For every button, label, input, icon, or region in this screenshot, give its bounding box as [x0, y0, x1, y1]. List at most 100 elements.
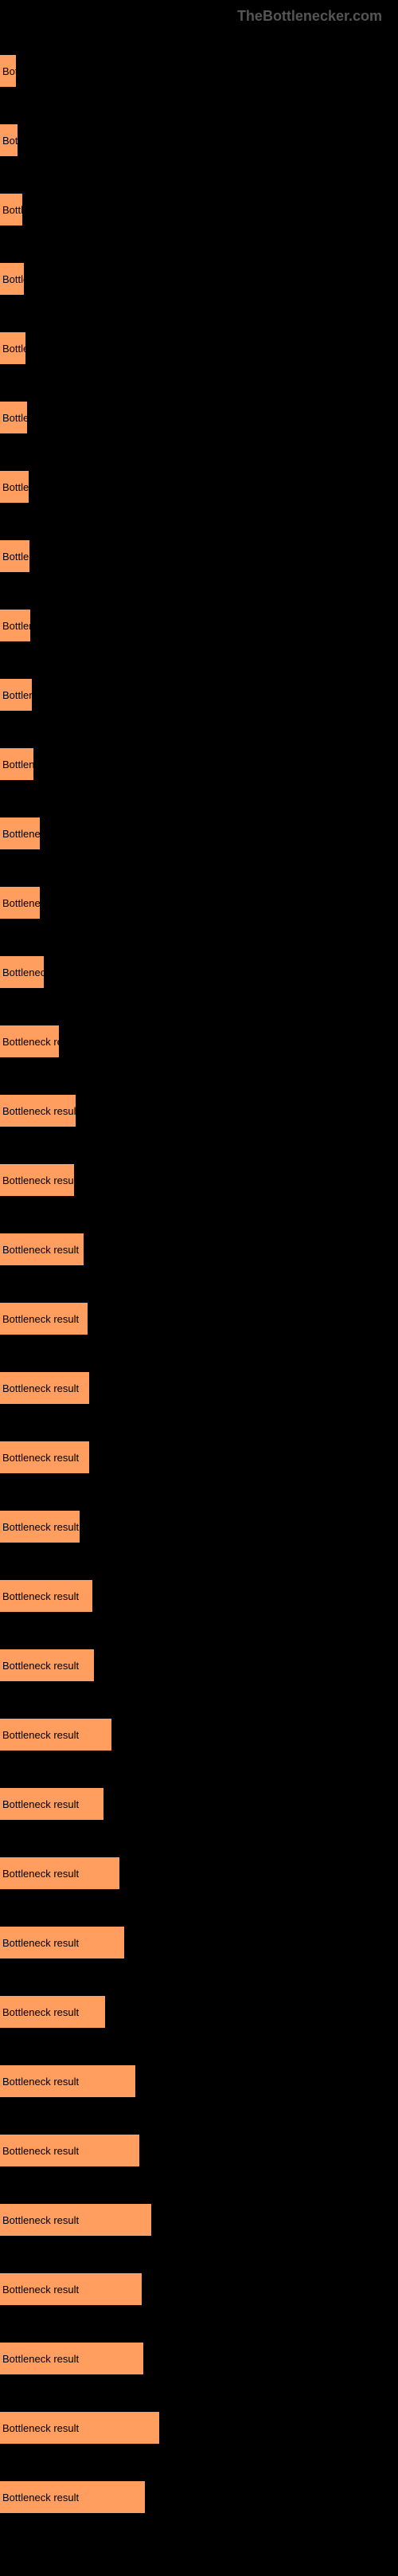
bar: Bottleneck result: [0, 1303, 88, 1335]
bar-row: Bottleneck result: [0, 2328, 390, 2388]
bar-label: Bottleneck result: [2, 689, 32, 701]
horizontal-bar-chart: Bottleneck result Bottleneck result Bottle…: [0, 25, 398, 2544]
bar-row: Bottleneck result: [0, 665, 390, 724]
bar-label: Bottleneck result: [2, 481, 29, 493]
bar-row: Bottleneck result: [0, 1982, 390, 2041]
bar-row: Bottleneck result: [0, 41, 390, 100]
bar: Bottleneck result: [0, 1164, 74, 1196]
bar-label: Bottleneck result: [2, 1313, 79, 1325]
bar-row: Bottleneck result: [0, 2467, 390, 2527]
bar-label: Bottleneck result: [2, 204, 22, 216]
bar-row: Bottleneck result: [0, 1427, 390, 1487]
bar: Bottleneck result: [0, 55, 16, 87]
bar: Bottleneck result: [0, 956, 44, 988]
bar: Bottleneck result: [0, 402, 27, 433]
bar-label: Bottleneck result: [2, 1382, 79, 1394]
bar-row: Bottleneck result: [0, 1843, 390, 1903]
bar-label: Bottleneck result: [2, 65, 16, 77]
bar: Bottleneck result: [0, 124, 18, 156]
bar-label: Bottleneck result: [2, 1452, 79, 1464]
bar: Bottleneck result: [0, 1788, 103, 1820]
bar-label: Bottleneck result: [2, 1036, 59, 1048]
bar-row: Bottleneck result: [0, 1566, 390, 1625]
watermark-text: TheBottlenecker.com: [0, 0, 398, 25]
bar: Bottleneck result: [0, 1233, 84, 1265]
bar-label: Bottleneck result: [2, 273, 24, 285]
bar: Bottleneck result: [0, 1996, 105, 2028]
bar-row: Bottleneck result: [0, 1912, 390, 1972]
bar-label: Bottleneck result: [2, 1729, 79, 1741]
bar: Bottleneck result: [0, 2343, 143, 2374]
bar-row: Bottleneck result: [0, 1011, 390, 1071]
bar: Bottleneck result: [0, 1511, 80, 1543]
bar-label: Bottleneck result: [2, 1244, 79, 1256]
bar: Bottleneck result: [0, 263, 24, 295]
bar-label: Bottleneck result: [2, 828, 40, 840]
bar-label: Bottleneck result: [2, 412, 27, 424]
bar-label: Bottleneck result: [2, 1105, 76, 1117]
bar-row: Bottleneck result: [0, 1496, 390, 1556]
bar-row: Bottleneck result: [0, 457, 390, 516]
bar: Bottleneck result: [0, 817, 40, 849]
bar-label: Bottleneck result: [2, 1937, 79, 1949]
bar-row: Bottleneck result: [0, 1774, 390, 1833]
bar-label: Bottleneck result: [2, 1521, 79, 1533]
bar-row: Bottleneck result: [0, 387, 390, 447]
bar: Bottleneck result: [0, 1441, 89, 1473]
bar-label: Bottleneck result: [2, 1174, 74, 1186]
bar: Bottleneck result: [0, 1025, 59, 1057]
bar: Bottleneck result: [0, 2481, 145, 2513]
bar-label: Bottleneck result: [2, 2145, 79, 2157]
bar: Bottleneck result: [0, 1372, 89, 1404]
bar-label: Bottleneck result: [2, 2492, 79, 2503]
bar: Bottleneck result: [0, 1649, 94, 1681]
bar-row: Bottleneck result: [0, 526, 390, 586]
bar-row: Bottleneck result: [0, 179, 390, 239]
bar-label: Bottleneck result: [2, 1868, 79, 1880]
bar-row: Bottleneck result: [0, 1358, 390, 1417]
bar-row: Bottleneck result: [0, 2051, 390, 2111]
bar-row: Bottleneck result: [0, 2259, 390, 2319]
bar-row: Bottleneck result: [0, 249, 390, 308]
bar: Bottleneck result: [0, 2273, 142, 2305]
bar: Bottleneck result: [0, 1580, 92, 1612]
bar-label: Bottleneck result: [2, 551, 29, 563]
bar-label: Bottleneck result: [2, 1798, 79, 1810]
bar: Bottleneck result: [0, 610, 30, 641]
bar-row: Bottleneck result: [0, 2120, 390, 2180]
bar-row: Bottleneck result: [0, 1080, 390, 1140]
bar-label: Bottleneck result: [2, 620, 30, 632]
bar: Bottleneck result: [0, 471, 29, 503]
bar-row: Bottleneck result: [0, 110, 390, 170]
bar: Bottleneck result: [0, 1719, 111, 1751]
bar-label: Bottleneck result: [2, 343, 25, 355]
bar-label: Bottleneck result: [2, 759, 33, 770]
bar-row: Bottleneck result: [0, 1219, 390, 1279]
bar-row: Bottleneck result: [0, 1635, 390, 1695]
bar: Bottleneck result: [0, 2412, 159, 2444]
bar-row: Bottleneck result: [0, 734, 390, 794]
bar-row: Bottleneck result: [0, 942, 390, 1002]
bar-label: Bottleneck result: [2, 966, 44, 978]
bar-row: Bottleneck result: [0, 595, 390, 655]
bar-row: Bottleneck result: [0, 2398, 390, 2457]
bar-label: Bottleneck result: [2, 2353, 79, 2365]
bar-row: Bottleneck result: [0, 872, 390, 932]
bar-label: Bottleneck result: [2, 897, 40, 909]
bar: Bottleneck result: [0, 1927, 124, 1958]
bar-row: Bottleneck result: [0, 318, 390, 378]
bar: Bottleneck result: [0, 679, 32, 711]
bar-label: Bottleneck result: [2, 2006, 79, 2018]
bar: Bottleneck result: [0, 2204, 151, 2236]
bar-row: Bottleneck result: [0, 1150, 390, 1210]
bar-label: Bottleneck result: [2, 1660, 79, 1672]
bar-label: Bottleneck result: [2, 2284, 79, 2296]
bar: Bottleneck result: [0, 194, 22, 225]
bar: Bottleneck result: [0, 2065, 135, 2097]
bar-label: Bottleneck result: [2, 135, 18, 147]
bar-label: Bottleneck result: [2, 2214, 79, 2226]
bar: Bottleneck result: [0, 540, 29, 572]
bar: Bottleneck result: [0, 748, 33, 780]
bar-label: Bottleneck result: [2, 2076, 79, 2088]
bar-label: Bottleneck result: [2, 1590, 79, 1602]
